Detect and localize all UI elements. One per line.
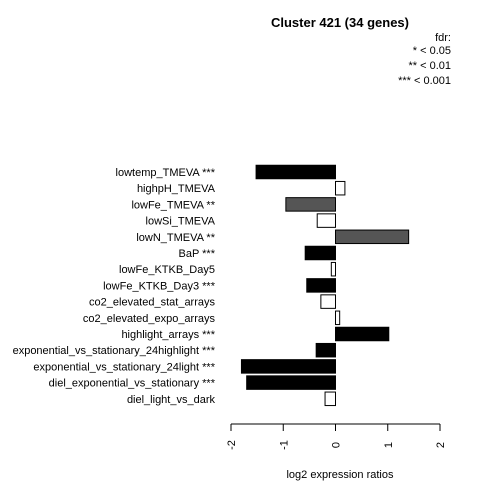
category-label: lowN_TMEVA ** xyxy=(136,232,215,244)
bar xyxy=(306,278,337,293)
x-ticks: -2 -1 0 1 2 xyxy=(226,424,447,450)
legend-title: fdr: xyxy=(435,32,451,44)
bar xyxy=(316,213,336,228)
bar xyxy=(240,359,336,374)
bar xyxy=(315,342,337,358)
bar xyxy=(304,245,337,261)
category-label: co2_elevated_stat_arrays xyxy=(89,297,215,309)
bar xyxy=(335,326,390,342)
category-label: lowFe_TMEVA ** xyxy=(131,199,215,211)
category-label: lowFe_KTKB_Day3 *** xyxy=(103,280,216,292)
x-tick-label: -2 xyxy=(226,440,238,450)
category-label: highpH_TMEVA xyxy=(137,183,216,195)
bars-group xyxy=(240,164,410,407)
category-label: highlight_arrays *** xyxy=(121,329,215,341)
category-label: lowFe_KTKB_Day5 xyxy=(119,264,215,276)
bar xyxy=(335,180,346,196)
bar xyxy=(335,229,410,245)
bar xyxy=(335,310,341,326)
x-axis: -2 -1 0 1 2 xyxy=(226,423,447,450)
bar xyxy=(324,391,336,407)
category-label: co2_elevated_expo_arrays xyxy=(83,313,216,325)
bar xyxy=(320,294,336,309)
x-tick-label: 0 xyxy=(331,442,343,448)
category-label: exponential_vs_stationary_24light *** xyxy=(33,361,215,373)
x-tick-label: 2 xyxy=(435,442,447,448)
bar xyxy=(246,375,336,390)
bar xyxy=(285,197,336,212)
bar xyxy=(255,164,336,180)
x-tick-label: 1 xyxy=(383,442,395,448)
bar xyxy=(330,261,337,277)
legend-entry: * < 0.05 xyxy=(413,45,451,57)
x-tick-label: -1 xyxy=(278,440,290,450)
category-labels: lowtemp_TMEVA *** highpH_TMEVA lowFe_TMEVA… xyxy=(13,167,216,406)
x-axis-label: log2 expression ratios xyxy=(286,469,394,481)
legend-entry: *** < 0.001 xyxy=(398,75,451,87)
category-label: diel_light_vs_dark xyxy=(127,394,216,406)
category-label: exponential_vs_stationary_24highlight **… xyxy=(13,345,216,357)
legend-entry: ** < 0.01 xyxy=(408,60,451,72)
category-label: lowSi_TMEVA xyxy=(146,216,216,228)
category-label: lowtemp_TMEVA *** xyxy=(116,167,216,179)
legend: fdr: * < 0.05 ** < 0.01 *** < 0.001 xyxy=(398,32,451,87)
category-label: BaP *** xyxy=(179,248,216,260)
chart-title: Cluster 421 (34 genes) xyxy=(271,15,409,30)
category-label: diel_exponential_vs_stationary *** xyxy=(49,378,216,390)
